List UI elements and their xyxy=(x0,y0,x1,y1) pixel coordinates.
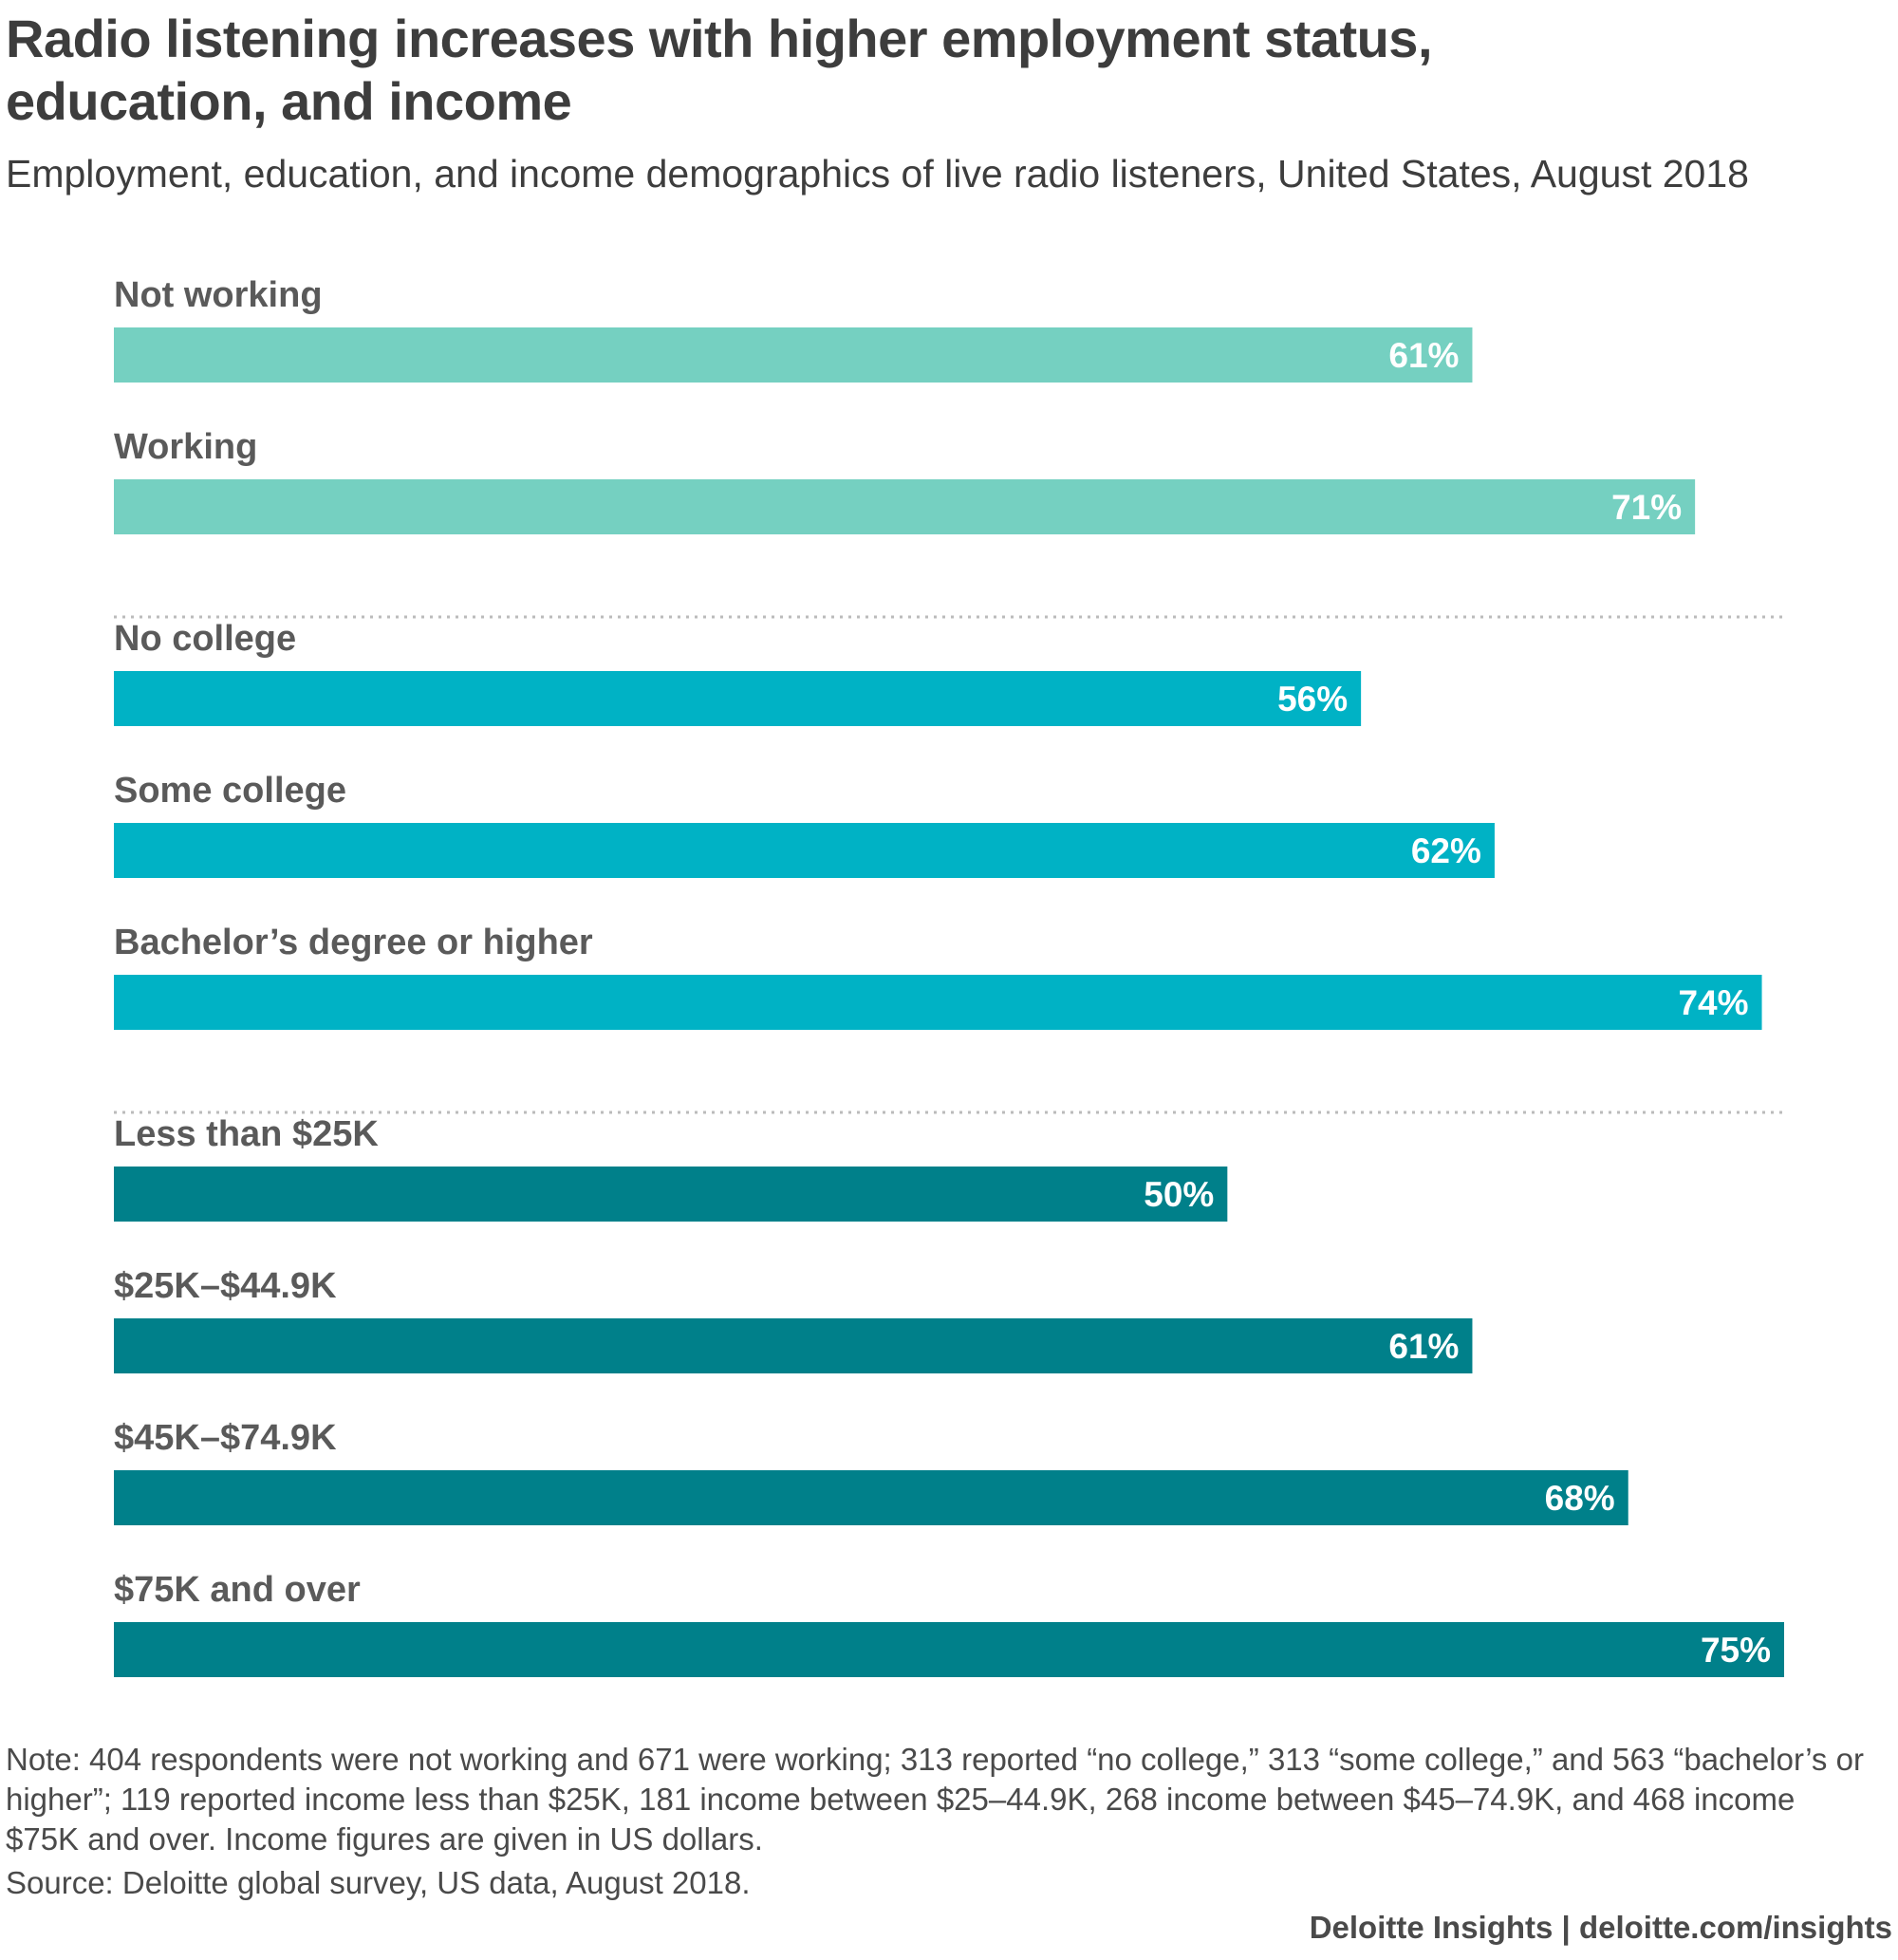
value-label: 61% xyxy=(1388,1327,1459,1366)
chart-subtitle: Employment, education, and income demogr… xyxy=(6,152,1749,196)
bar xyxy=(114,1167,1228,1222)
bar xyxy=(114,1470,1628,1525)
value-label: 61% xyxy=(1388,336,1459,375)
category-label: $25K–$44.9K xyxy=(114,1266,337,1306)
value-label: 74% xyxy=(1678,983,1748,1022)
chart-credit: Deloitte Insights | deloitte.com/insight… xyxy=(1309,1910,1892,1945)
bar xyxy=(114,327,1473,383)
category-label: Working xyxy=(114,427,257,467)
chart-note: Note: 404 respondents were not working a… xyxy=(6,1742,1864,1857)
category-label: $45K–$74.9K xyxy=(114,1418,337,1458)
value-label: 50% xyxy=(1144,1175,1214,1214)
category-label: Some college xyxy=(114,771,346,811)
category-label: Less than $25K xyxy=(114,1114,379,1154)
bar xyxy=(114,1318,1473,1373)
value-label: 75% xyxy=(1701,1631,1771,1670)
bar xyxy=(114,1622,1784,1677)
value-label: 56% xyxy=(1277,680,1348,719)
chart-title: Radio listening increases with higher em… xyxy=(6,9,1433,131)
category-label: No college xyxy=(114,619,296,659)
bar xyxy=(114,975,1762,1030)
category-label: $75K and over xyxy=(114,1570,361,1610)
bar xyxy=(114,823,1495,878)
chart-source: Source: Deloitte global survey, US data,… xyxy=(6,1865,751,1900)
value-label: 62% xyxy=(1411,831,1481,870)
category-label: Not working xyxy=(114,275,323,315)
category-label: Bachelor’s degree or higher xyxy=(114,923,593,962)
value-label: 71% xyxy=(1611,488,1682,527)
value-label: 68% xyxy=(1545,1479,1615,1518)
bar xyxy=(114,671,1362,726)
bar xyxy=(114,479,1696,534)
bar-chart: Not working 61% Working 71% No college 56% Som… xyxy=(114,275,1784,1677)
